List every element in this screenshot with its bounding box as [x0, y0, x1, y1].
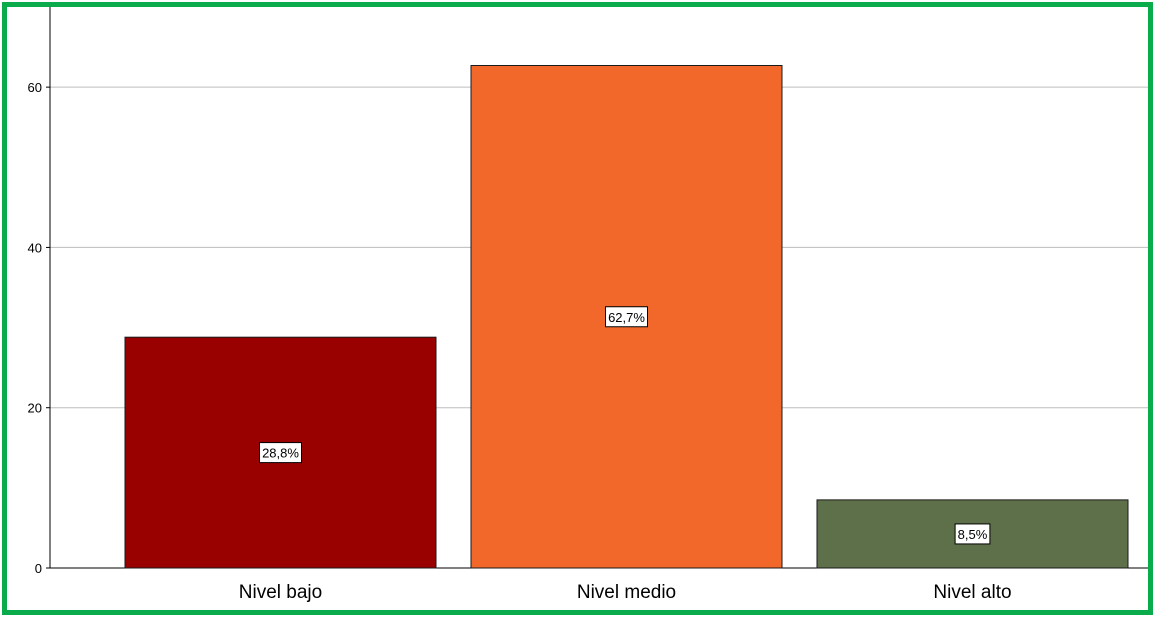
data-label-text: 62,7%	[608, 310, 645, 325]
data-label-box	[954, 523, 991, 545]
y-tick-label: 60	[28, 80, 42, 95]
data-labels: 28,8% 62,7% 8,5%	[259, 306, 991, 545]
data-label-box	[605, 306, 648, 328]
y-tick-labels: 0 20 40 60	[28, 80, 42, 576]
data-label: 28,8%	[259, 442, 302, 464]
data-label: 8,5%	[954, 523, 991, 545]
y-tick-label: 40	[28, 240, 42, 255]
category-label: Nivel alto	[933, 582, 1011, 603]
y-tick-label: 0	[35, 561, 42, 576]
y-tick-label: 20	[28, 401, 42, 416]
category-label: Nivel medio	[577, 582, 676, 603]
category-labels: Nivel bajo Nivel medio Nivel alto	[239, 582, 1012, 603]
data-label-box	[259, 442, 302, 464]
data-label-text: 8,5%	[958, 527, 988, 542]
category-label: Nivel bajo	[239, 582, 322, 603]
bar-chart: 0 20 40 60 28,8% 62,7% 8,5% Nivel bajo Nivel m…	[28, 7, 1148, 603]
data-label: 62,7%	[605, 306, 648, 328]
bar-nivel-bajo	[124, 336, 437, 569]
data-label-text: 28,8%	[262, 446, 299, 461]
